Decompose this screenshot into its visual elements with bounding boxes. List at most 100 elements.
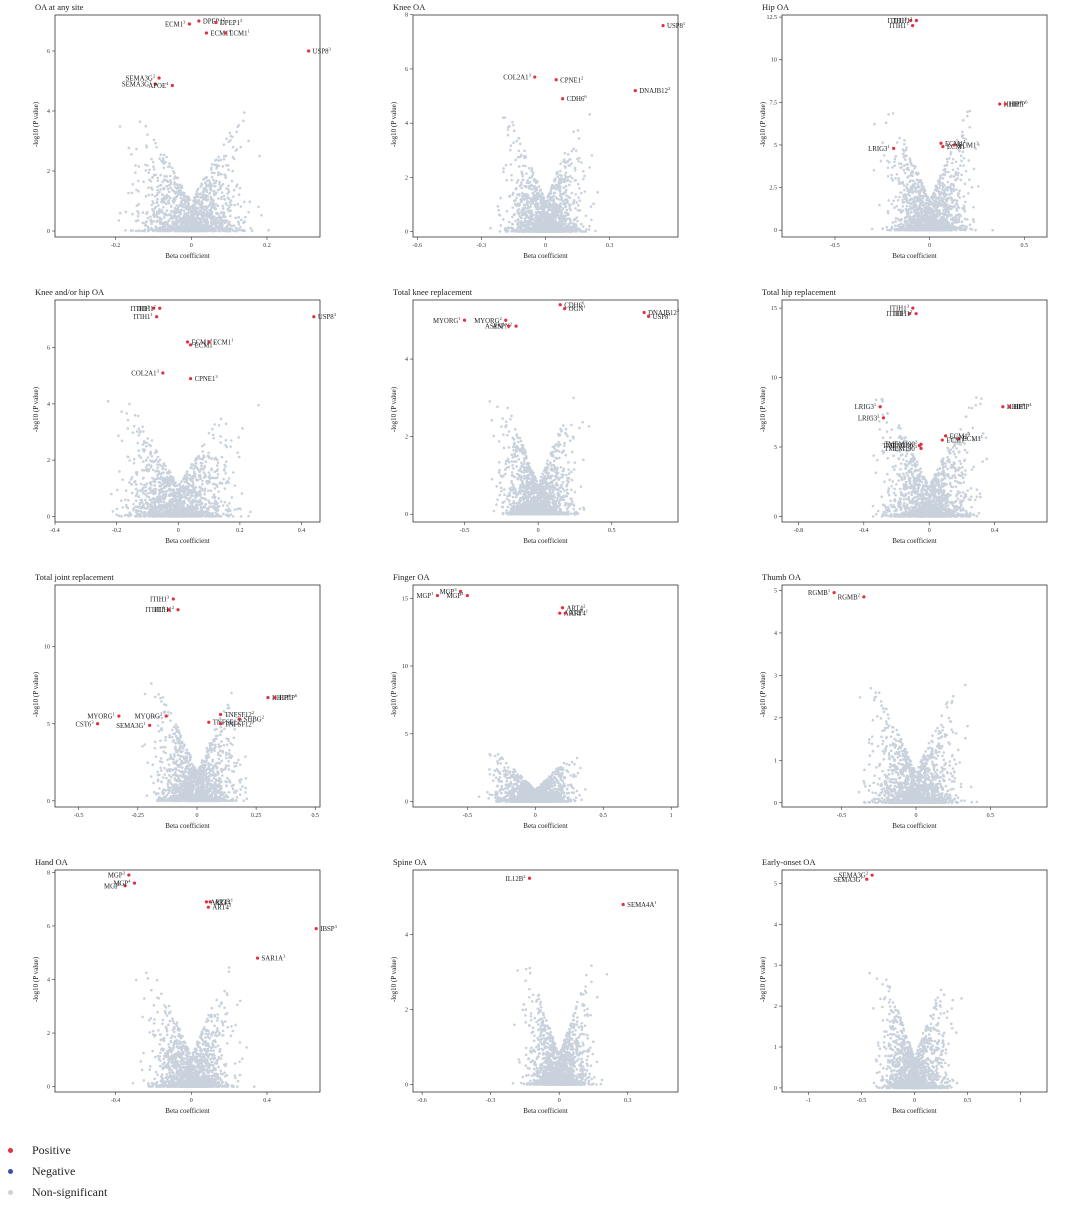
nonsig-point	[566, 160, 570, 163]
nonsig-point	[577, 203, 580, 207]
nonsig-point	[516, 225, 520, 229]
nonsig-point	[951, 168, 955, 172]
nonsig-point	[534, 223, 537, 227]
nonsig-point	[560, 216, 563, 219]
y-tick-label: 5	[774, 143, 777, 149]
nonsig-point	[169, 174, 172, 178]
nonsig-point	[563, 151, 567, 155]
nonsig-point	[202, 225, 205, 229]
nonsig-point	[513, 202, 517, 206]
nonsig-point	[941, 177, 945, 180]
nonsig-point	[162, 206, 165, 209]
nonsig-point	[168, 224, 172, 227]
nonsig-point	[205, 190, 209, 194]
nonsig-point	[147, 178, 151, 181]
significant-point	[533, 75, 537, 79]
nonsig-point	[870, 227, 874, 231]
nonsig-point	[906, 176, 909, 179]
nonsig-point	[572, 147, 575, 151]
nonsig-point	[891, 112, 895, 115]
nonsig-point	[146, 216, 150, 220]
significant-point	[223, 31, 227, 35]
nonsig-point	[891, 221, 895, 224]
nonsig-point	[555, 224, 558, 227]
nonsig-point	[563, 179, 566, 182]
point-label: LRIG31	[868, 144, 890, 153]
nonsig-point	[962, 164, 965, 167]
nonsig-point	[575, 201, 578, 204]
nonsig-point	[537, 230, 541, 233]
nonsig-point	[217, 155, 220, 159]
point-label: USP83	[313, 47, 332, 56]
nonsig-point	[189, 217, 193, 221]
nonsig-point	[505, 209, 509, 213]
nonsig-point	[881, 227, 884, 231]
nonsig-point	[971, 217, 975, 221]
nonsig-point	[198, 227, 201, 230]
nonsig-point	[517, 165, 521, 168]
nonsig-point	[210, 163, 214, 166]
nonsig-point	[146, 133, 149, 136]
nonsig-point	[891, 166, 894, 169]
nonsig-point	[924, 221, 928, 225]
nonsig-point	[151, 468, 155, 472]
nonsig-cloud	[117, 111, 270, 233]
nonsig-point	[260, 213, 263, 217]
nonsig-point	[563, 174, 567, 177]
nonsig-point	[502, 167, 505, 170]
nonsig-point	[551, 186, 555, 189]
nonsig-point	[895, 204, 899, 208]
nonsig-point	[215, 217, 218, 221]
nonsig-point	[949, 175, 952, 179]
nonsig-point	[538, 220, 542, 224]
nonsig-point	[959, 214, 962, 217]
nonsig-point	[520, 225, 524, 228]
nonsig-point	[520, 186, 523, 190]
y-tick-label: 7.5	[770, 100, 778, 106]
nonsig-point	[908, 158, 912, 161]
significant-point	[170, 83, 174, 88]
nonsig-point	[185, 195, 188, 198]
nonsig-point	[160, 159, 163, 163]
nonsig-point	[151, 229, 155, 232]
nonsig-point	[214, 207, 217, 211]
nonsig-point	[913, 205, 917, 208]
nonsig-point	[535, 179, 538, 183]
nonsig-point	[137, 229, 140, 233]
nonsig-point	[145, 145, 149, 149]
nonsig-point	[938, 203, 942, 207]
nonsig-point	[520, 213, 524, 217]
nonsig-point	[131, 182, 134, 186]
nonsig-point	[192, 218, 195, 222]
nonsig-point	[579, 191, 583, 195]
significant-point	[214, 20, 218, 25]
nonsig-point	[180, 219, 184, 223]
nonsig-point	[135, 204, 139, 208]
nonsig-point	[921, 227, 925, 231]
nonsig-point	[525, 172, 528, 175]
x-tick-label: 0	[544, 243, 547, 249]
nonsig-point	[224, 163, 228, 167]
nonsig-point	[160, 197, 164, 201]
nonsig-point	[156, 179, 160, 183]
nonsig-point	[136, 209, 139, 213]
nonsig-point	[218, 215, 221, 218]
nonsig-point	[957, 220, 961, 223]
nonsig-point	[160, 209, 164, 213]
nonsig-point	[249, 510, 252, 514]
nonsig-point	[566, 178, 570, 182]
nonsig-point	[156, 455, 160, 459]
nonsig-point	[106, 399, 110, 403]
nonsig-point	[209, 227, 213, 231]
nonsig-point	[496, 205, 500, 208]
nonsig-point	[177, 215, 181, 218]
point-label-superscript: 6	[584, 94, 587, 99]
nonsig-point	[531, 171, 535, 175]
nonsig-point	[168, 229, 171, 233]
nonsig-point	[232, 224, 236, 227]
nonsig-point	[964, 169, 968, 173]
nonsig-point	[196, 193, 200, 196]
nonsig-point	[559, 198, 563, 201]
nonsig-point	[213, 184, 216, 188]
nonsig-point	[174, 210, 177, 213]
